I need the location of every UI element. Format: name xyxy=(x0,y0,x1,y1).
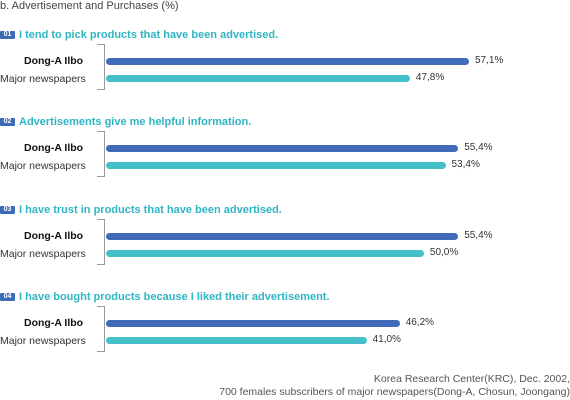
group-bracket xyxy=(97,44,105,90)
bar-dong xyxy=(106,320,400,327)
value-label-major: 50,0% xyxy=(429,247,459,258)
label-major-newspapers: Major newspapers xyxy=(0,248,86,260)
question-text: I have bought products because I liked t… xyxy=(19,291,330,303)
group-bracket xyxy=(97,131,105,177)
bar-major xyxy=(106,75,410,82)
question-text: I tend to pick products that have been a… xyxy=(19,29,279,41)
value-label-major: 41,0% xyxy=(372,334,401,345)
question-header: 01 I tend to pick products that have been… xyxy=(0,28,278,42)
label-major-newspapers: Major newspapers xyxy=(0,160,86,172)
question-header: 02 Advertisements give me helpful informa… xyxy=(0,115,251,129)
value-label-dong: 46,2% xyxy=(405,317,435,328)
group-bracket xyxy=(97,306,105,352)
bar-major xyxy=(106,337,367,344)
bar-dong xyxy=(106,145,459,152)
question-header: 03 I have trust in products that have bee… xyxy=(0,203,282,217)
question-text: Advertisements give me helpful informati… xyxy=(19,116,252,128)
value-label-dong: 57,1% xyxy=(475,55,504,66)
value-label-dong: 55,4% xyxy=(464,142,493,153)
chart-title: b. Advertisement and Purchases (%) xyxy=(0,0,179,12)
label-major-newspapers: Major newspapers xyxy=(0,73,86,85)
value-label-dong: 55,4% xyxy=(464,230,493,241)
bar-major xyxy=(106,162,446,169)
question-number-badge: 03 xyxy=(0,206,15,214)
value-label-major: 53,4% xyxy=(451,159,480,170)
question-header: 04 I have bought products because I liked… xyxy=(0,290,330,304)
bar-dong xyxy=(106,233,459,240)
question-number-badge: 01 xyxy=(0,31,15,39)
question-text: I have trust in products that have been … xyxy=(19,204,282,216)
source-line-2: 700 females subscribers of major newspap… xyxy=(219,386,570,398)
bar-major xyxy=(106,250,424,257)
source-line-1: Korea Research Center(KRC), Dec. 2002, xyxy=(373,373,570,385)
label-dong-a-ilbo: Dong-A Ilbo xyxy=(24,142,84,154)
question-number-badge: 04 xyxy=(0,293,15,301)
bar-dong xyxy=(106,58,469,65)
label-major-newspapers: Major newspapers xyxy=(0,335,86,347)
value-label-major: 47,8% xyxy=(415,72,445,83)
question-number-badge: 02 xyxy=(0,118,15,126)
label-dong-a-ilbo: Dong-A Ilbo xyxy=(24,230,84,242)
group-bracket xyxy=(97,219,105,265)
label-dong-a-ilbo: Dong-A Ilbo xyxy=(24,317,84,329)
label-dong-a-ilbo: Dong-A Ilbo xyxy=(24,55,84,67)
